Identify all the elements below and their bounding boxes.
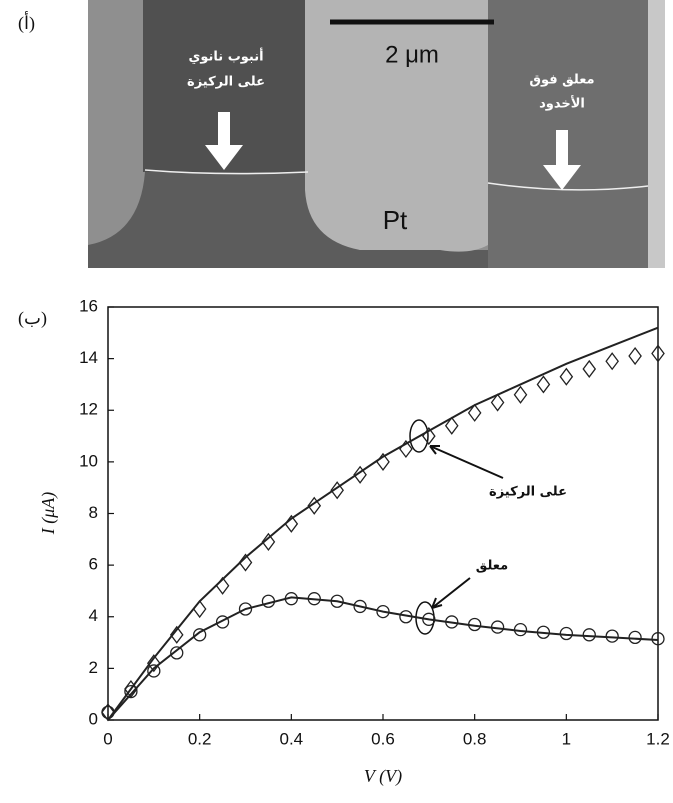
x-tick-label: 1.2: [646, 729, 670, 748]
circle-marker: [605, 629, 619, 643]
x-tick-label: 0.2: [188, 729, 212, 748]
annotation-arrow: [431, 577, 471, 609]
circle-marker: [628, 630, 642, 645]
circle-marker: [215, 615, 230, 629]
diamond-marker: [582, 359, 597, 379]
circle-marker: [353, 599, 367, 614]
panel-label: (أ): [18, 11, 35, 34]
y-tick-label: 16: [79, 296, 98, 315]
diamond-marker: [169, 625, 184, 644]
diamond-marker: [353, 465, 367, 484]
sem-image: [88, 0, 665, 268]
diamond-marker: [192, 599, 207, 619]
x-tick-label: 0.8: [463, 729, 487, 748]
y-tick-label: 10: [79, 451, 98, 470]
y-tick-label: 2: [89, 658, 98, 677]
diamond-marker: [147, 654, 161, 673]
y-tick-label: 6: [89, 555, 98, 574]
annotation: على الركيزة: [489, 485, 567, 500]
diamond-marker: [651, 344, 665, 363]
x-axis-label: V (V): [364, 766, 402, 787]
y-tick-label: 0: [89, 709, 98, 728]
electrode-label: Pt: [383, 205, 408, 235]
diamond-marker: [559, 367, 574, 386]
annotation-arrow: [429, 445, 504, 479]
circle-marker: [582, 628, 596, 642]
x-tick-label: 1: [562, 729, 571, 748]
diamond-marker: [101, 703, 115, 722]
circle-marker: [193, 628, 207, 642]
diamond-marker: [628, 346, 642, 366]
image-label: أنبوب نانوي: [188, 48, 263, 65]
diamond-marker: [444, 416, 459, 435]
image-label: على الركيزة: [187, 75, 265, 90]
y-tick-label: 14: [79, 348, 98, 367]
image-label: معلق فوق: [529, 73, 594, 88]
circle-marker: [124, 684, 138, 699]
diamond-marker: [536, 375, 551, 394]
x-tick-label: 0.6: [371, 729, 395, 748]
y-tick-label: 12: [79, 400, 98, 419]
diamond-marker: [261, 532, 276, 551]
annotation-ellipse: [409, 419, 429, 453]
diamond-marker: [490, 393, 505, 412]
x-tick-label: 0.4: [280, 729, 304, 748]
plot-frame: [107, 306, 659, 721]
scale-bar-label: 2 μm: [385, 41, 439, 68]
circle-marker: [147, 664, 161, 678]
fit-line: [107, 326, 659, 721]
image-label: الأخدود: [539, 95, 585, 112]
diamond-marker: [605, 352, 619, 371]
circle-marker: [238, 602, 253, 616]
panel-label: (ب): [18, 308, 47, 329]
diamond-marker: [513, 385, 528, 404]
x-tick-label: 0: [103, 729, 112, 748]
y-tick-label: 8: [89, 503, 98, 522]
circle-marker: [170, 646, 184, 660]
diamond-marker: [330, 481, 344, 500]
y-tick-label: 4: [89, 606, 98, 625]
diamond-marker: [467, 403, 482, 422]
y-axis-label: I (μA): [38, 492, 59, 536]
diamond-marker: [307, 496, 322, 515]
annotation: معلق: [476, 559, 508, 574]
fit-line: [107, 596, 659, 721]
